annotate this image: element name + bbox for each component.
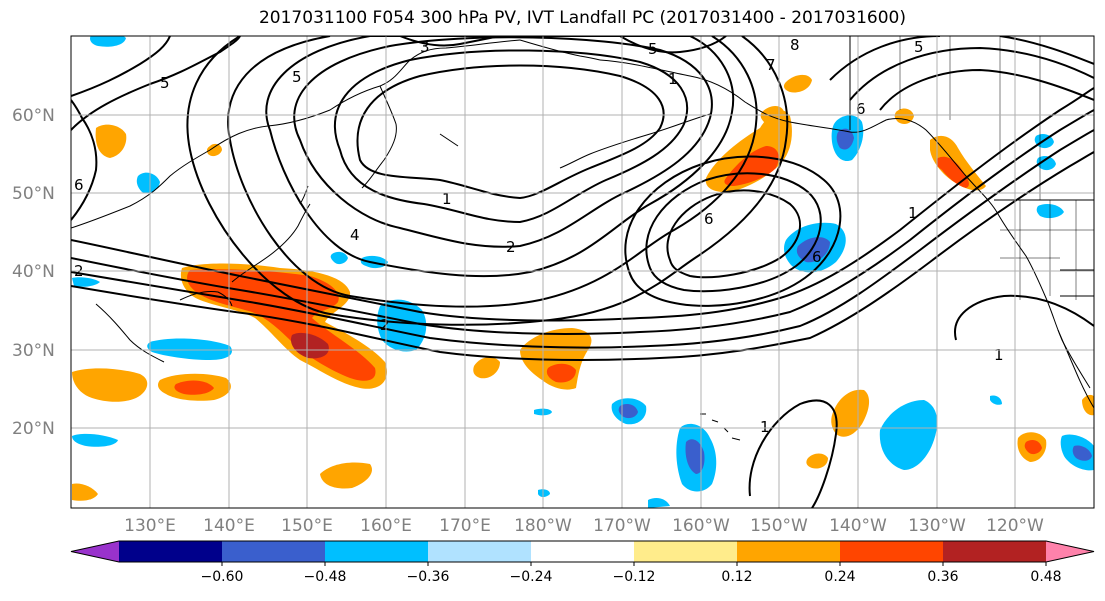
contour-label: 6 <box>704 210 714 228</box>
lat-label: 60°N <box>12 106 55 126</box>
contour-label: 4 <box>350 226 360 244</box>
colorbar-segment <box>737 541 841 562</box>
colorbar-segment <box>634 541 738 562</box>
lon-label: 170°E <box>439 516 491 536</box>
colorbar-tick-label: −0.48 <box>304 569 347 585</box>
contour-label: 1 <box>668 70 678 88</box>
lon-label: 130°E <box>124 516 176 536</box>
colorbar-tick-label: 0.12 <box>721 569 752 585</box>
lat-label: 40°N <box>12 262 55 282</box>
colorbar-tick-label: −0.36 <box>407 569 450 585</box>
colorbar-outline <box>70 540 1095 563</box>
lon-label: 150°W <box>750 516 808 536</box>
colorbar-extend-low <box>71 541 119 562</box>
colorbar-tick-label: −0.24 <box>510 569 553 585</box>
colorbar-tick-label: 0.24 <box>824 569 855 585</box>
political-borders <box>899 36 1094 300</box>
contour-label: 5 <box>160 74 170 92</box>
lat-label: 50°N <box>12 184 55 204</box>
colorbar-segment <box>119 541 223 562</box>
colorbar-tick-label: 0.36 <box>927 569 958 585</box>
colorbar-segment <box>531 541 635 562</box>
lon-label: 130°W <box>908 516 966 536</box>
colorbar-tick-label: −0.60 <box>201 569 244 585</box>
contour-label: 7 <box>766 56 776 74</box>
colorbar-extend-high <box>1046 541 1094 562</box>
contour-label: 6 <box>812 248 822 266</box>
lon-label: 170°W <box>593 516 651 536</box>
lon-label: 120°W <box>986 516 1044 536</box>
gridlines <box>71 36 1094 508</box>
contour-label: 1 <box>442 190 452 208</box>
contour-label: 5 <box>648 40 658 58</box>
colorbar-segment <box>428 541 532 562</box>
latitude-labels: 60°N 50°N 40°N 30°N 20°N <box>12 106 55 439</box>
contour-label: 1 <box>994 346 1004 364</box>
contour-label: 1 <box>760 418 770 436</box>
contour-label: 2 <box>506 238 516 256</box>
lon-label: 140°W <box>829 516 887 536</box>
map-frame <box>70 35 1095 509</box>
lon-label: 160°E <box>360 516 412 536</box>
colorbar-segment <box>325 541 429 562</box>
pv-negative-shading <box>72 36 1094 508</box>
colorbar-segment <box>943 541 1047 562</box>
ivt-contours <box>71 36 1094 508</box>
colorbar-tick-label: −0.12 <box>613 569 656 585</box>
contour-label: 5 <box>914 38 924 56</box>
lat-label: 20°N <box>12 419 55 439</box>
lon-label: 140°E <box>203 516 255 536</box>
coastlines <box>71 36 1094 441</box>
contour-label: 2 <box>380 316 390 334</box>
contour-label: 3 <box>420 38 430 56</box>
colorbar-tick-label: 0.48 <box>1030 569 1061 585</box>
contour-label: 6 <box>856 100 866 118</box>
lon-label: 180°W <box>514 516 572 536</box>
colorbar: −0.60 −0.48 −0.36 −0.24 −0.12 0.12 0.24 0.36 0.4… <box>70 540 1095 585</box>
lat-label: 30°N <box>12 341 55 361</box>
lon-label: 150°E <box>281 516 333 536</box>
contour-label: 6 <box>74 176 84 194</box>
longitude-labels: 130°E 140°E 150°E 160°E 170°E 180°W 170°… <box>124 516 1044 536</box>
map-title: 2017031100 F054 300 hPa PV, IVT Landfall… <box>258 8 906 28</box>
lon-label: 160°W <box>672 516 730 536</box>
contour-label: 8 <box>790 36 800 54</box>
colorbar-segment <box>840 541 944 562</box>
colorbar-segment <box>222 541 326 562</box>
contour-label: 1 <box>908 204 918 222</box>
contour-label: 5 <box>292 68 302 86</box>
